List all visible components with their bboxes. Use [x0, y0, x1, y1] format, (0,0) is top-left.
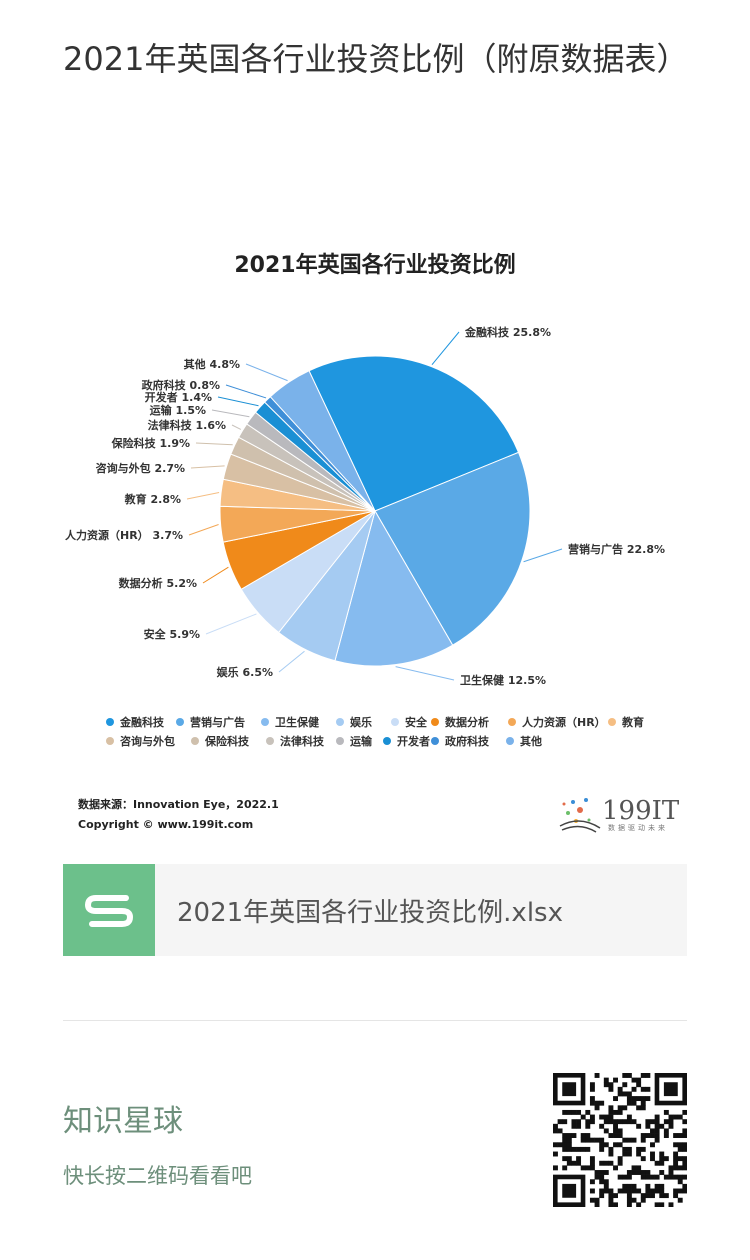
legend-swatch-7: [608, 718, 616, 726]
legend-label-7: 教育: [621, 715, 644, 729]
legend-swatch-5: [431, 718, 439, 726]
footer-title: 知识星球: [63, 1104, 183, 1139]
leader-line-5: [202, 566, 229, 584]
page-title: 2021年英国各行业投资比例（附原数据表）: [63, 40, 689, 78]
legend-swatch-4: [391, 718, 399, 726]
pie-chart: 2021年英国各行业投资比例 金融科技 25.8% 营销与广告 22.8% 卫生保健…: [65, 252, 680, 833]
legend-label-2: 卫生保健: [275, 715, 320, 729]
leader-line-13: [225, 384, 267, 399]
slice-label-9: 保险科技 1.9%: [111, 436, 190, 450]
leader-line-14: [245, 363, 288, 382]
leader-line-0: [431, 331, 460, 366]
legend-swatch-1: [176, 718, 184, 726]
legend-label-5: 数据分析: [445, 715, 489, 729]
legend-swatch-3: [336, 718, 344, 726]
legend-swatch-11: [336, 737, 344, 745]
legend-label-9: 保险科技: [204, 734, 250, 748]
leader-line-2: [395, 666, 455, 681]
slice-label-2: 卫生保健 12.5%: [460, 673, 546, 687]
slice-label-14: 其他 4.8%: [184, 357, 240, 371]
leader-line-12: [217, 396, 259, 407]
legend-label-13: 政府科技: [445, 734, 490, 748]
attachment-filename[interactable]: 2021年英国各行业投资比例.xlsx: [177, 897, 563, 928]
legend-swatch-9: [191, 737, 199, 745]
slice-label-4: 安全 5.9%: [144, 627, 200, 641]
legend-label-8: 咨询与外包: [120, 734, 175, 748]
legend-label-6: 人力资源（HR）: [522, 715, 606, 729]
footer-subtitle: 快长按二维码看看吧: [63, 1164, 252, 1188]
legend-label-3: 娱乐: [350, 715, 372, 729]
leader-line-6: [188, 524, 219, 536]
slice-leader-lines: [186, 331, 563, 681]
leader-line-1: [523, 548, 563, 563]
spreadsheet-icon: [63, 864, 155, 956]
chart-title: 2021年英国各行业投资比例: [234, 252, 515, 278]
slice-label-3: 娱乐 6.5%: [217, 665, 273, 679]
legend-swatch-14: [506, 737, 514, 745]
pie-slice-14: [269, 370, 376, 512]
slice-label-7: 教育 2.8%: [124, 492, 181, 506]
slice-label-1: 营销与广告 22.8%: [568, 542, 665, 556]
legend-label-0: 金融科技: [119, 715, 165, 729]
dandelion-logo-icon: [559, 798, 601, 833]
slice-labels: 金融科技 25.8% 营销与广告 22.8% 卫生保健 12.5% 娱乐 6.5% 安全…: [65, 325, 665, 687]
copyright-text: Copyright © www.199it.com: [78, 818, 253, 831]
brand-logo: 199IT 数据驱动未来: [559, 796, 680, 833]
data-source: 数据来源：Innovation Eye，2022.1: [78, 797, 279, 811]
pie-slice-2: [334, 509, 454, 667]
legend-label-11: 运输: [350, 734, 373, 748]
brand-name: 199IT: [602, 796, 680, 826]
leader-line-11: [211, 409, 250, 418]
legend-swatch-10: [266, 737, 274, 745]
legend-swatch-6: [508, 718, 516, 726]
slice-label-8: 咨询与外包 2.7%: [96, 461, 185, 475]
pie-slices: [219, 355, 531, 667]
legend-swatch-2: [261, 718, 269, 726]
pie-slice-0: [308, 355, 520, 512]
legend-swatch-12: [383, 737, 391, 745]
slice-label-13: 政府科技 0.8%: [142, 378, 220, 392]
legend-label-1: 营销与广告: [190, 715, 245, 729]
slice-label-10: 法律科技 1.6%: [148, 418, 226, 432]
file-attachment[interactable]: 2021年英国各行业投资比例.xlsx: [63, 864, 687, 956]
leader-line-7: [186, 491, 220, 500]
brand-tagline: 数据驱动未来: [608, 823, 668, 832]
legend-label-10: 法律科技: [280, 734, 325, 748]
legend-label-12: 开发者: [397, 734, 430, 748]
leader-line-10: [231, 424, 242, 430]
slice-label-12: 开发者 1.4%: [145, 390, 212, 404]
legend-swatch-0: [106, 718, 114, 726]
divider: [63, 1020, 687, 1021]
leader-line-9: [195, 442, 233, 446]
leader-line-4: [205, 613, 257, 635]
leader-line-3: [278, 650, 305, 673]
slice-label-5: 数据分析 5.2%: [119, 576, 197, 590]
leader-line-8: [190, 465, 225, 469]
slice-label-11: 运输 1.5%: [150, 403, 206, 417]
legend-label-4: 安全: [405, 715, 428, 729]
slice-label-0: 金融科技 25.8%: [464, 325, 551, 339]
pie-slice-1: [374, 451, 531, 646]
legend-swatch-13: [431, 737, 439, 745]
slice-label-6: 人力资源（HR） 3.7%: [65, 528, 183, 542]
qr-code-icon[interactable]: [553, 1073, 687, 1207]
legend-swatch-8: [106, 737, 114, 745]
legend-label-14: 其他: [520, 734, 542, 748]
